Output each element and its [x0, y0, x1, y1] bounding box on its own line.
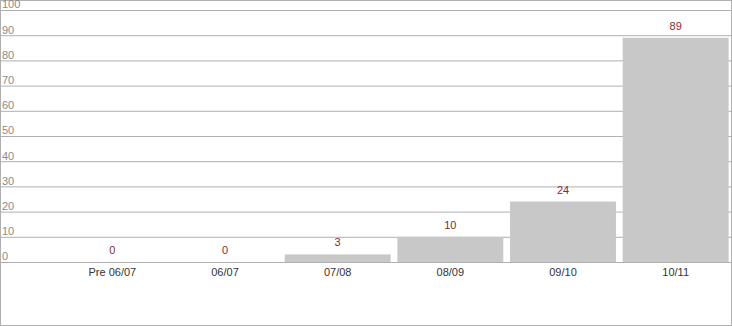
- y-tick-label: 100: [2, 0, 20, 10]
- x-tick-label: Pre 06/07: [88, 266, 136, 278]
- y-tick-label: 60: [2, 99, 14, 111]
- y-tick: 80: [0, 49, 732, 61]
- y-tick: 50: [0, 124, 732, 136]
- frame: [1, 1, 732, 326]
- grid-line: [0, 10, 732, 11]
- x-tick-label: 09/10: [549, 266, 577, 278]
- y-tick-label: 70: [2, 74, 14, 86]
- data-labels: 0 0 3 10 24 89: [109, 20, 682, 256]
- x-tick: 07/08: [324, 262, 352, 278]
- bar: [623, 38, 729, 262]
- y-tick-label: 40: [2, 150, 14, 162]
- x-tick: 06/07: [211, 262, 239, 278]
- grid-line: [0, 86, 732, 87]
- grid-line: [0, 35, 732, 36]
- data-label: 89: [670, 20, 682, 32]
- data-label: 10: [444, 219, 456, 231]
- data-label: 24: [557, 184, 569, 196]
- x-axis: Pre 06/07 06/07 07/08 08/09 09/10 10/11: [57, 262, 732, 278]
- grid-line: [0, 262, 732, 263]
- x-tick: 10/11: [662, 262, 689, 278]
- y-tick-label: 50: [2, 124, 14, 136]
- grid-line: [0, 237, 732, 238]
- x-tick: 09/10: [549, 262, 577, 278]
- data-label: 3: [335, 236, 341, 248]
- y-tick: 90: [0, 24, 732, 36]
- y-tick-label: 80: [2, 49, 14, 61]
- bar: [59, 262, 165, 263]
- y-tick: 100: [0, 0, 732, 11]
- grid-line: [0, 212, 732, 213]
- y-tick: 70: [0, 74, 732, 86]
- y-tick-label: 0: [2, 250, 8, 262]
- x-tick: Pre 06/07: [88, 262, 136, 278]
- y-tick: 40: [0, 150, 732, 162]
- grid-line: [0, 136, 732, 137]
- x-tick-label: 10/11: [662, 266, 689, 278]
- x-tick-label: 06/07: [211, 266, 239, 278]
- y-tick-label: 30: [2, 175, 14, 187]
- data-label: 0: [222, 244, 228, 256]
- y-tick-label: 20: [2, 200, 14, 212]
- grid-line: [0, 186, 732, 187]
- y-tick: 10: [0, 225, 732, 237]
- x-tick-label: 07/08: [324, 266, 352, 278]
- bar: [285, 254, 391, 262]
- grid-line: [0, 161, 732, 162]
- y-tick-label: 10: [2, 225, 14, 237]
- bar: [397, 237, 503, 262]
- data-label: 0: [109, 244, 115, 256]
- bar: [510, 202, 616, 262]
- x-tick: 08/09: [437, 262, 465, 278]
- chart: 0102030405060708090100Pre 06/0706/0707/0…: [0, 0, 732, 326]
- x-axis-line: [57, 262, 732, 263]
- bars: [285, 38, 729, 262]
- y-tick: 60: [0, 99, 732, 111]
- grid-line: [0, 60, 732, 61]
- bar: [172, 262, 278, 263]
- x-tick-label: 08/09: [437, 266, 465, 278]
- grid-line: [0, 111, 732, 112]
- y-axis: 0102030405060708090100: [0, 0, 732, 263]
- y-tick: 20: [0, 200, 732, 212]
- y-tick-label: 90: [2, 24, 14, 36]
- y-tick: 30: [0, 175, 732, 187]
